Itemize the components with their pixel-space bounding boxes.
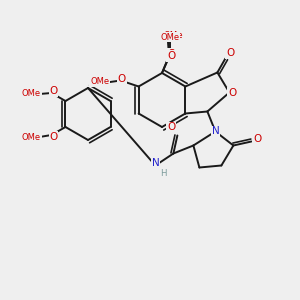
Text: O: O bbox=[226, 49, 235, 58]
Text: OMe: OMe bbox=[22, 88, 41, 98]
Text: N: N bbox=[212, 127, 219, 136]
Text: OMe: OMe bbox=[90, 77, 109, 86]
Text: O: O bbox=[253, 134, 262, 145]
Text: O: O bbox=[228, 88, 236, 98]
Text: O: O bbox=[50, 132, 58, 142]
Text: O: O bbox=[50, 86, 58, 96]
Text: O: O bbox=[167, 49, 175, 59]
Text: N: N bbox=[152, 158, 159, 169]
Text: O: O bbox=[118, 74, 126, 83]
Text: OMe: OMe bbox=[163, 31, 183, 40]
Text: O: O bbox=[167, 51, 175, 61]
Text: OMe: OMe bbox=[160, 32, 180, 41]
Text: O: O bbox=[167, 122, 175, 133]
Text: H: H bbox=[160, 169, 167, 178]
Text: OMe: OMe bbox=[22, 134, 41, 142]
